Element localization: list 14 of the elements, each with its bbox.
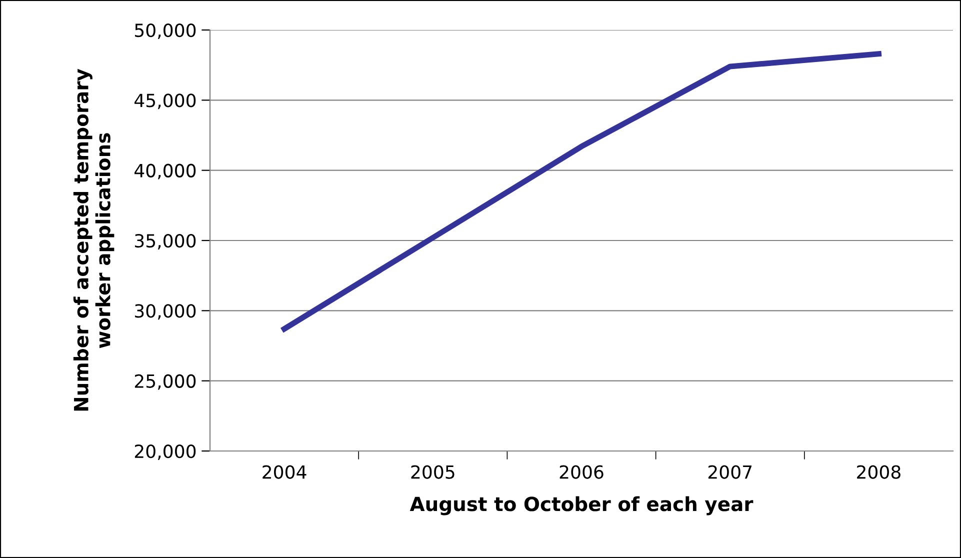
y-tick-label: 35,000 xyxy=(135,234,196,250)
y-tick-label: 40,000 xyxy=(134,164,196,180)
y-axis-title: Number of accepted temporary worker applications xyxy=(73,68,114,411)
x-axis-title: August to October of each year xyxy=(410,496,754,516)
x-tick-label: 2006 xyxy=(560,465,604,479)
y-tick-label: 50,000 xyxy=(135,23,196,39)
x-tick-label: 2005 xyxy=(411,465,454,479)
y-tick-label: 20,000 xyxy=(134,444,196,460)
y-tick-label: 30,000 xyxy=(135,304,196,320)
x-tick-label: 2004 xyxy=(262,465,306,479)
x-tick-label: 2007 xyxy=(708,465,752,479)
y-tick-label: 25,000 xyxy=(134,374,196,390)
y-tick-label: 45,000 xyxy=(134,94,196,110)
x-tick-label: 2008 xyxy=(857,465,900,479)
